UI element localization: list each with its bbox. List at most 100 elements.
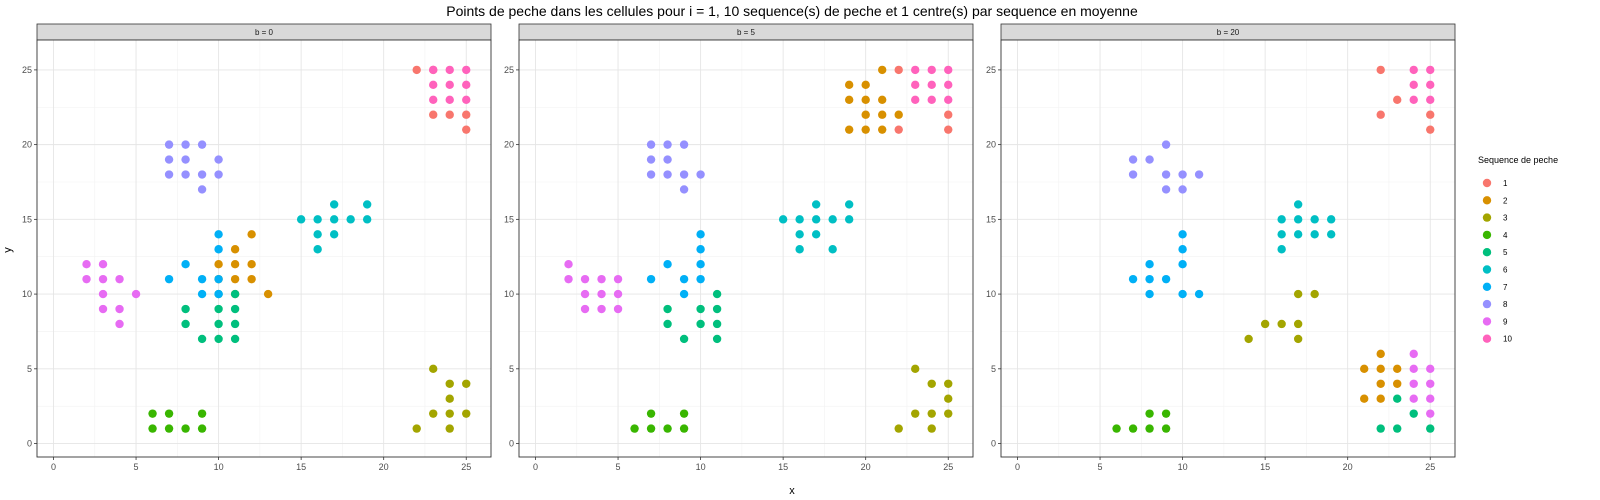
data-point-seq-3 xyxy=(1260,319,1270,329)
data-point-seq-3 xyxy=(911,409,920,418)
data-point-seq-5 xyxy=(181,304,190,314)
data-point-seq-9 xyxy=(1409,379,1418,388)
data-point-seq-6 xyxy=(362,215,372,224)
data-point-seq-3 xyxy=(1277,319,1286,329)
data-point-seq-4 xyxy=(164,409,174,418)
strip-label: b = 5 xyxy=(737,28,756,37)
data-point-seq-7 xyxy=(1145,259,1154,269)
legend-key-7 xyxy=(1482,282,1492,291)
data-point-seq-7 xyxy=(646,274,656,284)
data-point-seq-8 xyxy=(1161,185,1171,194)
data-point-seq-1 xyxy=(412,65,421,75)
data-point-seq-3 xyxy=(911,364,920,374)
x-tick-label: 15 xyxy=(296,462,306,472)
data-point-seq-2 xyxy=(894,110,903,119)
data-point-seq-10 xyxy=(927,95,936,104)
data-point-seq-5 xyxy=(214,304,223,314)
data-point-seq-9 xyxy=(98,274,108,284)
data-point-seq-4 xyxy=(1145,424,1154,433)
data-point-seq-10 xyxy=(944,95,953,104)
data-point-seq-3 xyxy=(944,409,953,418)
data-point-seq-2 xyxy=(861,80,870,90)
data-point-seq-8 xyxy=(181,170,190,179)
data-point-seq-2 xyxy=(878,95,887,104)
data-point-seq-1 xyxy=(462,110,471,119)
data-point-seq-2 xyxy=(263,289,273,299)
data-point-seq-1 xyxy=(894,65,903,75)
data-point-seq-8 xyxy=(1128,170,1138,179)
data-point-seq-9 xyxy=(613,289,623,299)
data-point-seq-2 xyxy=(247,259,256,269)
data-point-seq-8 xyxy=(164,170,174,179)
data-point-seq-7 xyxy=(1178,289,1187,299)
data-point-seq-8 xyxy=(679,170,689,179)
data-point-seq-2 xyxy=(878,125,887,134)
data-point-seq-10 xyxy=(462,65,471,75)
legend-title: Sequence de peche xyxy=(1478,155,1558,165)
data-point-seq-9 xyxy=(580,289,590,299)
data-point-seq-10 xyxy=(1426,80,1435,90)
data-point-seq-9 xyxy=(580,274,590,284)
data-point-seq-2 xyxy=(1393,364,1402,374)
data-point-seq-5 xyxy=(197,334,207,344)
data-point-seq-8 xyxy=(663,155,672,164)
data-point-seq-8 xyxy=(181,140,190,149)
data-point-seq-9 xyxy=(98,289,108,299)
data-point-seq-3 xyxy=(462,379,471,388)
plot-area xyxy=(1001,40,1455,457)
x-tick-label: 5 xyxy=(616,462,621,472)
data-point-seq-10 xyxy=(429,80,438,90)
data-point-seq-6 xyxy=(1277,245,1286,254)
data-point-seq-8 xyxy=(197,170,207,179)
data-point-seq-9 xyxy=(82,259,91,269)
data-point-seq-7 xyxy=(696,245,705,254)
data-point-seq-8 xyxy=(679,185,689,194)
data-point-seq-7 xyxy=(663,259,672,269)
data-point-seq-5 xyxy=(230,319,240,329)
data-point-seq-9 xyxy=(82,274,91,284)
data-point-seq-9 xyxy=(131,289,141,299)
data-point-seq-2 xyxy=(844,95,854,104)
x-tick-label: 25 xyxy=(943,462,953,472)
data-point-seq-10 xyxy=(1426,95,1435,104)
data-point-seq-6 xyxy=(329,215,339,224)
plot-area xyxy=(519,40,973,457)
data-point-seq-6 xyxy=(811,230,821,239)
data-point-seq-2 xyxy=(861,110,870,119)
data-point-seq-5 xyxy=(230,289,240,299)
data-point-seq-1 xyxy=(445,110,454,119)
data-point-seq-2 xyxy=(230,274,240,284)
data-point-seq-3 xyxy=(445,394,454,403)
data-point-seq-2 xyxy=(844,80,854,90)
panel-3: b = 20 0 5 10 15 20 25 0 5 10 15 20 25 xyxy=(986,23,1456,472)
y-axis-label: y xyxy=(2,247,14,253)
x-tick-label: 15 xyxy=(1260,462,1270,472)
data-point-seq-8 xyxy=(214,155,223,164)
data-point-seq-6 xyxy=(1277,215,1286,224)
legend: Sequence de peche 1 2 3 4 5 6 7 8 9 10 xyxy=(1478,155,1558,344)
data-point-seq-10 xyxy=(1409,80,1418,90)
data-point-seq-3 xyxy=(927,379,936,388)
data-point-seq-10 xyxy=(1409,95,1418,104)
data-point-seq-6 xyxy=(346,215,355,224)
data-point-seq-7 xyxy=(1178,259,1187,269)
data-point-seq-2 xyxy=(878,110,887,119)
data-point-seq-1 xyxy=(429,110,438,119)
y-tick-label: 5 xyxy=(27,364,32,374)
y-tick-label: 0 xyxy=(509,439,514,449)
data-point-seq-4 xyxy=(1128,424,1138,433)
data-point-seq-7 xyxy=(696,274,705,284)
data-point-seq-7 xyxy=(1178,245,1187,254)
data-point-seq-10 xyxy=(462,95,471,104)
data-point-seq-6 xyxy=(828,245,837,254)
data-point-seq-8 xyxy=(181,155,190,164)
data-point-seq-4 xyxy=(646,409,656,418)
data-point-seq-4 xyxy=(1145,409,1154,418)
data-point-seq-10 xyxy=(429,95,438,104)
data-point-seq-3 xyxy=(894,424,903,433)
data-point-seq-3 xyxy=(1293,334,1303,344)
data-point-seq-7 xyxy=(679,289,689,299)
y-tick-label: 25 xyxy=(986,65,996,75)
plot-area xyxy=(37,40,491,457)
data-point-seq-3 xyxy=(927,409,936,418)
